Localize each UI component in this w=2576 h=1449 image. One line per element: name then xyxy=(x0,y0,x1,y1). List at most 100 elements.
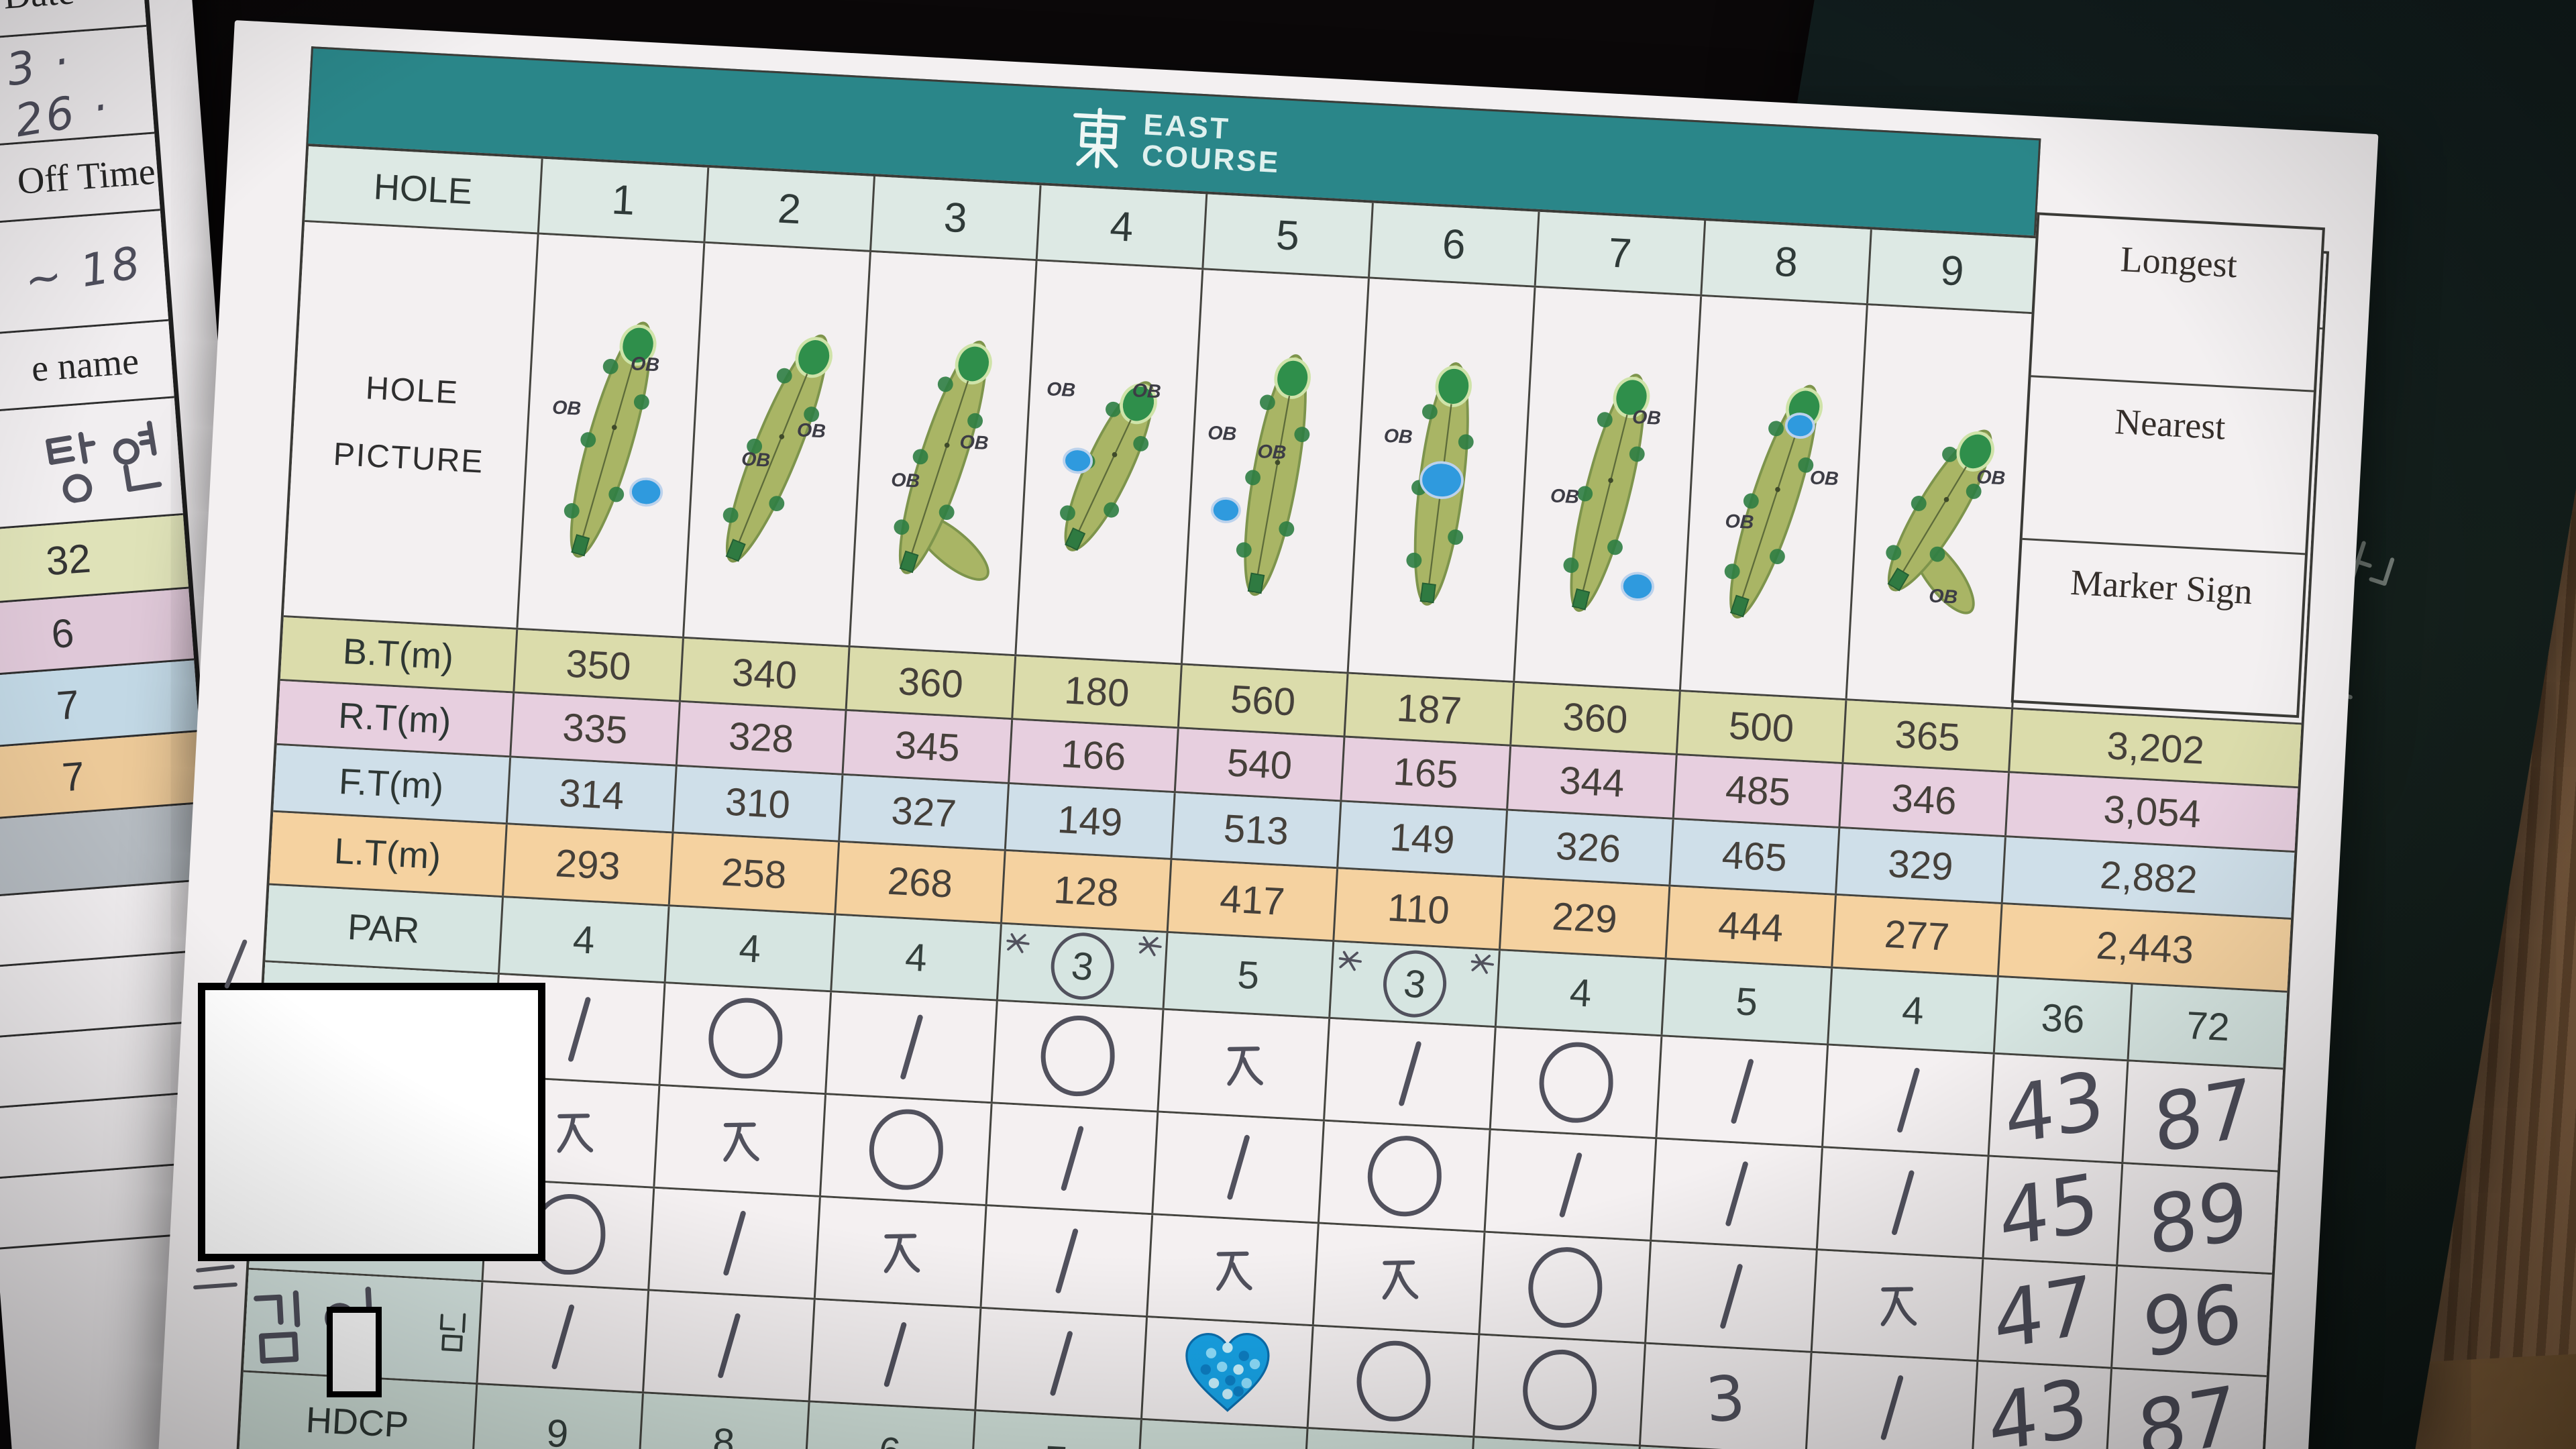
score-mark-slash xyxy=(1719,1263,1743,1330)
tee-value-h2: 258 xyxy=(669,833,841,914)
score-mark-slash xyxy=(1558,1152,1582,1218)
tee-value-h4: 149 xyxy=(1006,784,1176,859)
score-mark-circle xyxy=(1538,1041,1614,1124)
score-mark-slash xyxy=(716,1312,741,1379)
tee-value-h6: 149 xyxy=(1338,802,1508,876)
par-value-h1: 4 xyxy=(500,898,670,982)
hdcp-value-h2: 8 xyxy=(639,1393,810,1449)
hole-picture-9: OB OB xyxy=(1847,305,2035,708)
tee-value-h3: 360 xyxy=(847,647,1017,718)
score-cell-h4 xyxy=(976,1308,1148,1418)
tee-value-h6: 165 xyxy=(1342,737,1512,809)
tee-value-h5: 540 xyxy=(1175,729,1346,800)
left-card-header: Date xyxy=(2,0,76,17)
hole-picture-2: OB OB xyxy=(684,243,871,646)
par-out-total: 36 xyxy=(1994,977,2133,1060)
tee-value-h1: 350 xyxy=(515,629,684,700)
left-card-header: Off Time xyxy=(15,150,157,203)
svg-text:OB: OB xyxy=(796,419,826,442)
contest-nearest: Nearest xyxy=(2022,377,2314,555)
svg-text:OB: OB xyxy=(959,431,988,453)
tee-label: B.T(m) xyxy=(280,617,519,692)
tee-value-h6: 110 xyxy=(1334,869,1505,949)
score-cell-h9 xyxy=(1812,1250,1984,1360)
tee-value-h8: 500 xyxy=(1677,692,1847,763)
score-mark-slash xyxy=(1049,1330,1073,1397)
tee-value-h2: 328 xyxy=(677,702,847,773)
tee-value-h3: 327 xyxy=(840,775,1010,849)
score-cell-h2 xyxy=(649,1188,821,1298)
score-cell-h2 xyxy=(655,1086,827,1195)
tee-value-h3: 345 xyxy=(843,711,1014,783)
left-card-value: 7 xyxy=(55,681,81,729)
hole-number-1: 1 xyxy=(539,158,710,241)
hole-number-2: 2 xyxy=(705,167,875,250)
player-total-score: 87 xyxy=(2151,1061,2255,1171)
hole-map-5: OB OB xyxy=(1207,354,1311,596)
par-value-h6: 3 xyxy=(1330,942,1501,1026)
score-mark-slash xyxy=(1055,1228,1079,1294)
svg-text:OB: OB xyxy=(1809,467,1839,490)
hole-number-7: 7 xyxy=(1536,211,1707,294)
score-cell-h6 xyxy=(1319,1121,1491,1231)
par-value-h9: 4 xyxy=(1829,968,1999,1053)
left-card-handwriting: 3 · 26 · xyxy=(3,34,114,147)
tee-value-h9: 329 xyxy=(1837,828,2006,903)
hole-map-4: OB OB xyxy=(1046,378,1161,551)
tee-value-h4: 128 xyxy=(1002,851,1173,931)
score-mark-slash xyxy=(899,1014,924,1080)
hole-number-9: 9 xyxy=(1868,229,2039,313)
score-mark-slash xyxy=(551,1303,575,1370)
score-mark-slash xyxy=(1896,1067,1921,1134)
score-cell-h3 xyxy=(815,1197,987,1307)
svg-text:OB: OB xyxy=(1046,378,1075,401)
left-card-handwriting-korean xyxy=(34,415,176,508)
tee-value-h8: 485 xyxy=(1674,755,1844,827)
score-mark-slash xyxy=(1724,1161,1749,1227)
score-cell-h5 xyxy=(1159,1010,1331,1120)
player-out-score: 45 xyxy=(1984,1155,2124,1266)
score-cell-h9 xyxy=(1817,1148,1990,1258)
par-value-h7: 4 xyxy=(1496,951,1667,1035)
east-course-scorecard: EAST COURSE HOLE 1 2 3 4 5 6 7 8 9 HOLE PICTURE OB O… xyxy=(146,20,2379,1449)
hole-number-3: 3 xyxy=(871,176,1042,260)
player-total-score: 96 xyxy=(2140,1265,2245,1377)
pencil-star-scribble xyxy=(1006,933,1030,953)
left-card-name xyxy=(46,421,162,504)
hole-picture-6: OB xyxy=(1348,278,1536,681)
score-mark-circle xyxy=(707,997,783,1079)
score-mark-ji xyxy=(722,1122,759,1162)
score-cell-h9 xyxy=(1823,1045,1995,1155)
score-mark-slash xyxy=(1730,1058,1754,1124)
tee-label: L.T(m) xyxy=(269,812,508,896)
hole-picture-4: OB OB xyxy=(1016,261,1204,663)
svg-text:OB: OB xyxy=(1383,425,1412,447)
hole-picture-label-line1: HOLE xyxy=(364,370,460,411)
left-card-value: 7 xyxy=(60,753,87,800)
score-mark-ji xyxy=(883,1234,920,1273)
score-cell-h3 xyxy=(821,1095,993,1205)
hole-number-6: 6 xyxy=(1370,203,1540,286)
score-cell-h2 xyxy=(660,983,833,1093)
score-cell-h4 xyxy=(992,1001,1165,1111)
tee-value-h8: 465 xyxy=(1670,819,1841,894)
score-cell-h8 xyxy=(1657,1036,1829,1146)
tee-value-h2: 340 xyxy=(680,638,851,710)
left-card-value: 6 xyxy=(50,610,76,657)
svg-text:OB: OB xyxy=(1976,466,2005,489)
tee-value-h8: 444 xyxy=(1666,886,1837,967)
score-cell-h3 xyxy=(810,1299,982,1409)
hole-number-5: 5 xyxy=(1203,194,1374,277)
contest-panel: Longest Nearest Marker Sign xyxy=(2010,212,2325,718)
score-mark-ji xyxy=(1216,1251,1252,1291)
tee-value-h1: 293 xyxy=(504,824,674,905)
score-cell-h6 xyxy=(1308,1326,1481,1436)
tee-value-h1: 335 xyxy=(511,693,681,765)
score-mark-circle xyxy=(1527,1246,1603,1329)
hole-picture-label: HOLE PICTURE xyxy=(283,221,539,628)
score-mark-circle xyxy=(1366,1135,1442,1218)
par-row: PAR 4 4 4 3 5 3 4 5 4 36 72 xyxy=(265,885,2288,1070)
score-mark-slash xyxy=(883,1322,907,1388)
hole-picture-3: OB OB xyxy=(850,252,1038,655)
